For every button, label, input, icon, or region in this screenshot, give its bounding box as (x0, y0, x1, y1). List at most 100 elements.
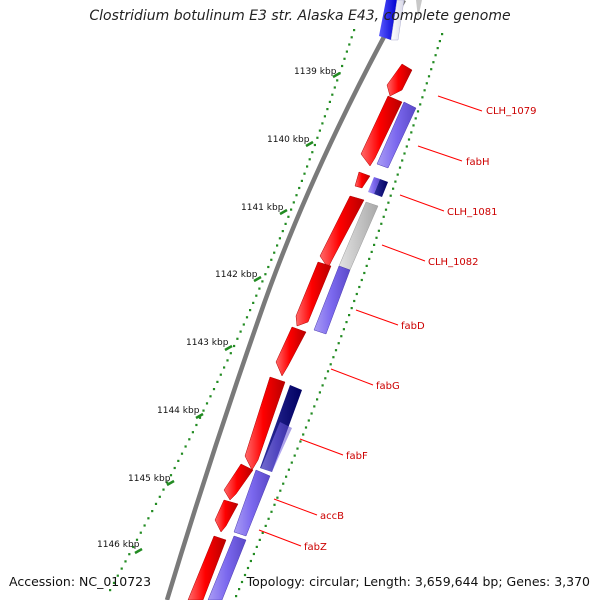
ring-dot (313, 143, 316, 147)
gene-block-fabf-rev[interactable] (261, 422, 292, 472)
ring-dot (363, 271, 366, 275)
leader-line (258, 529, 302, 547)
gene-block-accb-rev[interactable] (233, 469, 271, 537)
ring-dot (205, 402, 209, 405)
ring-dot (143, 524, 146, 527)
tick-mark (134, 547, 143, 555)
ring-dot (321, 122, 324, 125)
gene-label-clh1081[interactable]: CLH_1081 (447, 207, 498, 218)
ring-dot (270, 258, 273, 261)
ring-dot (166, 481, 169, 484)
ring-dot (333, 86, 336, 89)
ring-dot (243, 573, 247, 577)
ring-dot (340, 335, 343, 338)
tick-mark (166, 479, 175, 487)
gene-block-clh1081-rev-a[interactable] (368, 177, 380, 194)
tick-mark (279, 208, 288, 216)
ring-dot (353, 29, 356, 32)
ring-dot (284, 222, 287, 225)
ring-dot (270, 510, 273, 513)
ring-dot (246, 566, 250, 570)
ring-dot (169, 474, 173, 477)
gene-label-fabf[interactable]: fabF (346, 451, 368, 462)
ring-dot (412, 124, 415, 127)
ring-dot (124, 560, 127, 563)
gene-arrow-fabz[interactable] (214, 499, 239, 533)
tick-label: 1141 kbp (241, 203, 284, 213)
ring-dot (348, 43, 351, 46)
gene-label-clh1082[interactable]: CLH_1082 (428, 257, 479, 268)
ring-dot (267, 265, 270, 269)
ring-dot (410, 131, 413, 134)
ring-dot (158, 495, 161, 498)
gene-arrow-accb[interactable] (223, 463, 254, 501)
ring-dot (112, 581, 116, 584)
gene-arrow-clh1079[interactable] (386, 63, 413, 97)
ring-dot (173, 466, 176, 470)
ring-dot (195, 423, 198, 427)
gene-arrow-fabg[interactable] (275, 326, 307, 377)
gene-label-fabh[interactable]: fabH (466, 157, 490, 168)
ring-dot (242, 323, 245, 326)
gene-block-clh1081-rev-b[interactable] (374, 179, 388, 197)
ring-dot (276, 244, 279, 247)
ring-dot (343, 57, 346, 60)
gene-arrow-clh1081[interactable] (354, 171, 371, 189)
ring-dot (147, 517, 150, 520)
ring-dot (368, 257, 371, 260)
ring-dot (299, 440, 302, 443)
ring-dot (337, 342, 340, 345)
gene-arrow-fabf[interactable] (244, 376, 286, 471)
ring-dot (380, 222, 383, 225)
ring-dot (419, 103, 422, 106)
gene-arrow-clh1082[interactable] (319, 195, 365, 269)
ring-dot (279, 489, 282, 492)
top-gray-feature (416, 0, 422, 18)
ring-dot (416, 110, 420, 113)
ring-dot (323, 115, 326, 118)
tick-label: 1146 kbp (97, 540, 140, 550)
gene-block-fabd-rev[interactable] (313, 265, 351, 335)
ring-dot (401, 159, 404, 162)
ring-dot (287, 468, 290, 471)
leader-line (381, 244, 426, 262)
tick-label: 1145 kbp (128, 474, 171, 484)
leader-line (330, 368, 374, 386)
ring-dot (180, 452, 184, 455)
ring-dot (332, 356, 335, 359)
ring-dot (151, 510, 154, 513)
ring-dot (345, 321, 348, 324)
gene-block-fabh-rev[interactable] (376, 101, 417, 169)
gene-label-fabd[interactable]: fabD (401, 321, 425, 332)
gene-label-clh1079[interactable]: CLH_1079 (486, 106, 537, 117)
gene-label-fabg[interactable]: fabG (376, 381, 400, 392)
ring-dot (202, 409, 205, 412)
ring-dot (281, 230, 284, 233)
ring-dot (387, 201, 390, 204)
ring-dot (321, 384, 324, 387)
gene-arrow-fabd[interactable] (295, 261, 332, 327)
ring-dot (326, 108, 329, 111)
ring-dot (427, 75, 431, 78)
ring-dot (377, 229, 380, 232)
gene-arrow-fabh[interactable] (360, 95, 403, 167)
ring-dot (421, 96, 424, 99)
gene-label-accb[interactable]: accB (320, 511, 344, 522)
inner-ring-dots (235, 33, 444, 598)
leader-line (299, 438, 344, 456)
ring-dot (434, 54, 437, 57)
tick-mark (305, 140, 314, 148)
ring-dot (350, 307, 353, 310)
ring-dot (255, 294, 258, 297)
ring-dot (235, 595, 238, 598)
ring-dot (308, 158, 311, 161)
ring-dot (177, 459, 180, 462)
forward-strand-genes (187, 63, 413, 601)
tick-mark (195, 412, 204, 420)
ring-dot (223, 366, 226, 369)
ring-dot (355, 292, 358, 296)
ring-dot (396, 173, 399, 176)
gene-label-fabz[interactable]: fabZ (304, 542, 327, 553)
ring-dot (209, 395, 212, 398)
